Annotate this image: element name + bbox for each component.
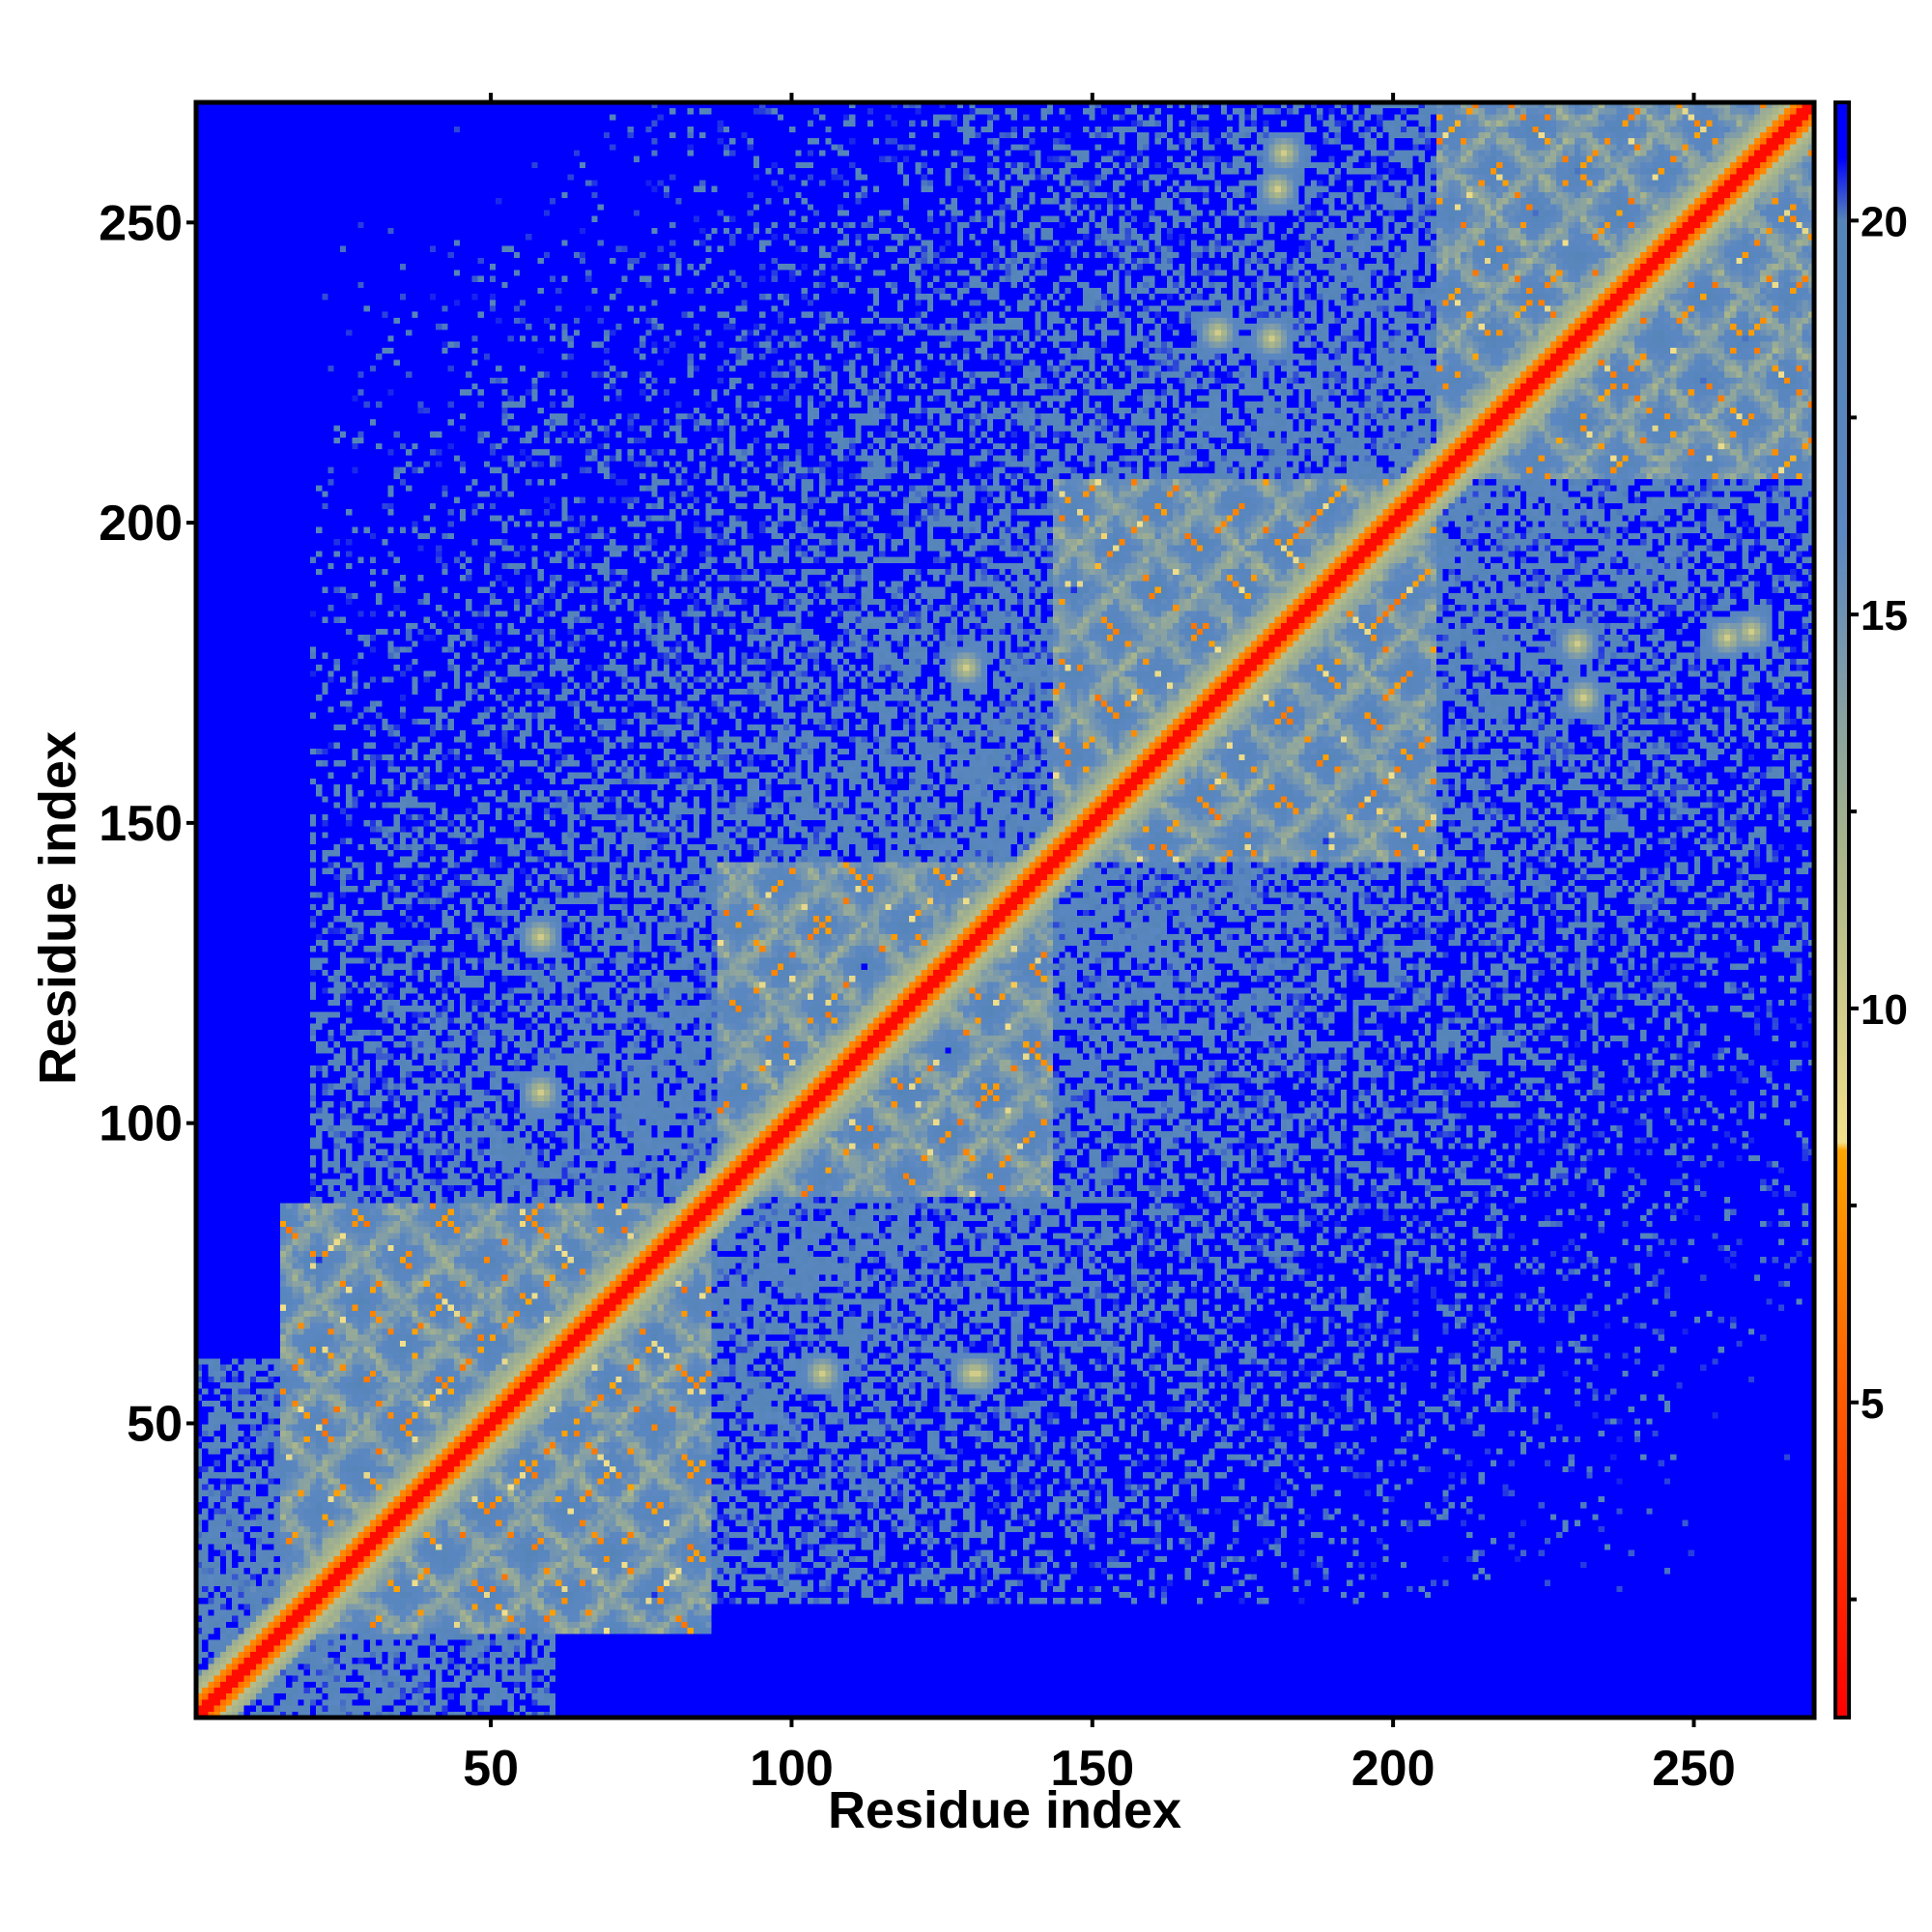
colorbar	[1833, 100, 1851, 1719]
colorbar-tick-label: 20	[1861, 198, 1908, 245]
y-tick-label: 200	[99, 496, 183, 552]
contact-heatmap	[196, 102, 1814, 1718]
x-axis-ticks: 50 100 150 200 250	[463, 93, 1736, 1797]
y-tick-label: 100	[99, 1096, 183, 1152]
y-tick-label: 50	[127, 1396, 183, 1452]
colorbar-tick-label: 5	[1861, 1380, 1884, 1428]
x-axis-label: Residue index	[828, 1781, 1181, 1839]
colorbar-ticks: 5 10 15 20	[1849, 198, 1908, 1602]
colorbar-tick-label: 15	[1861, 592, 1908, 639]
plot-frame	[193, 99, 1817, 1720]
x-tick-label: 250	[1652, 1741, 1736, 1797]
y-tick-label: 250	[99, 195, 183, 251]
x-tick-label: 50	[463, 1741, 519, 1797]
y-tick-label: 150	[99, 796, 183, 852]
y-axis-ticks: 50 100 150 200 250	[99, 195, 196, 1452]
colorbar-tick-label: 10	[1861, 986, 1908, 1034]
y-axis-label: Residue index	[29, 731, 87, 1085]
x-tick-label: 200	[1351, 1741, 1435, 1797]
x-tick-label: 150	[1050, 1741, 1134, 1797]
x-tick-label: 100	[750, 1741, 834, 1797]
